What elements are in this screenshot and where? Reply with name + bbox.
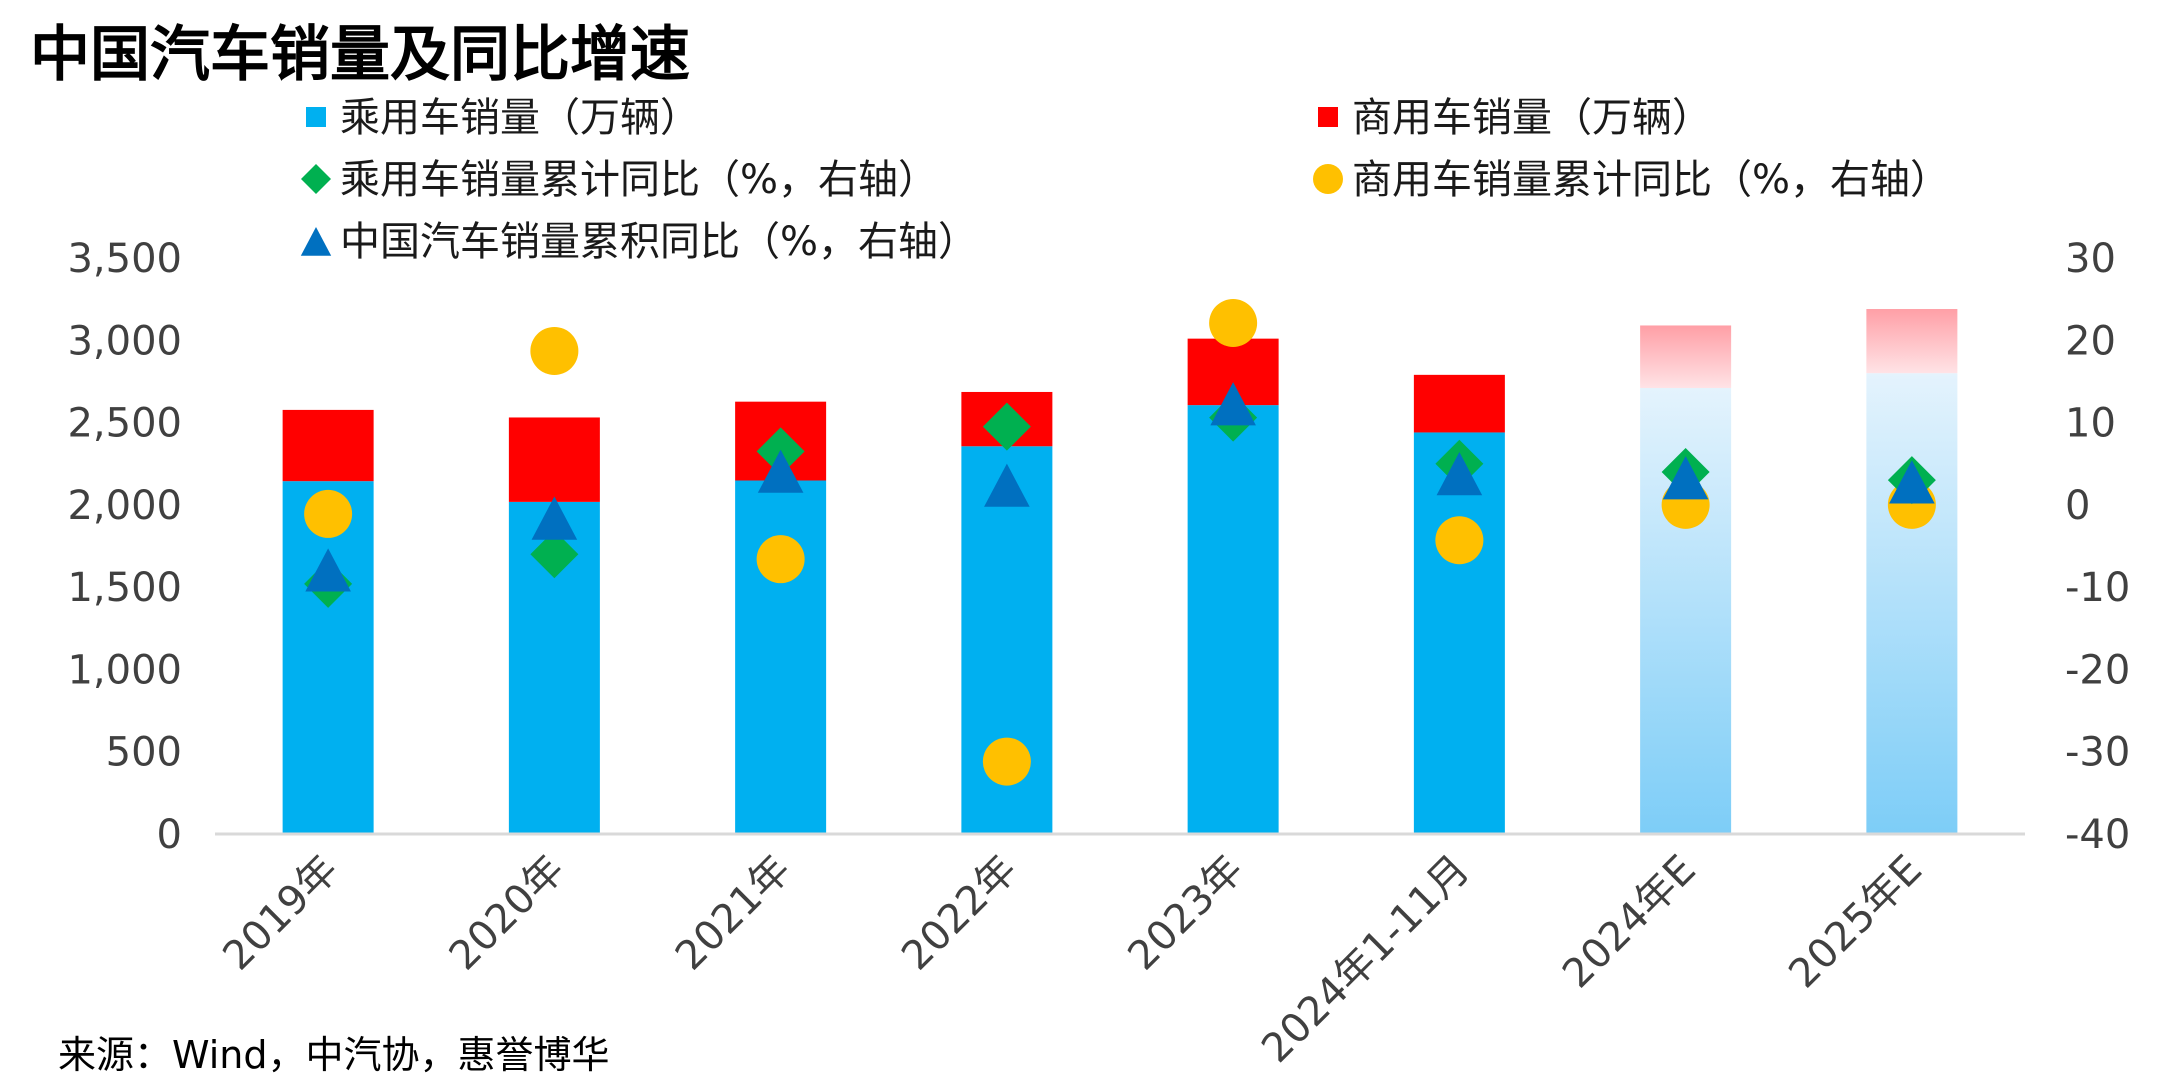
- marker-commercial-yoy: [530, 326, 579, 375]
- legend-item: 中国汽车销量累积同比（%，右轴）: [300, 219, 978, 265]
- bar-passenger: [1187, 405, 1279, 834]
- bar-commercial: [282, 409, 374, 482]
- bar-commercial: [508, 417, 600, 502]
- right-tick-label: 0: [2065, 483, 2090, 529]
- source-note: 来源：Wind，中汽协，惠誉博华: [58, 1033, 610, 1077]
- marker-commercial-yoy: [304, 489, 353, 538]
- marker-commercial-yoy: [756, 535, 805, 584]
- marker-commercial-yoy: [1435, 516, 1484, 565]
- markers: [304, 299, 1936, 786]
- x-tick-label: 2019年: [214, 847, 347, 980]
- legend-item: 乘用车销量累计同比（%，右轴）: [301, 157, 938, 203]
- left-tick-label: 3,500: [67, 236, 182, 282]
- x-tick-label: 2024年1-11月: [1253, 847, 1478, 1072]
- right-tick-label: -20: [2065, 647, 2130, 693]
- marker-total-yoy: [984, 463, 1030, 507]
- bar-passenger: [1413, 432, 1505, 834]
- legend-label: 乘用车销量累计同比（%，右轴）: [340, 157, 938, 203]
- bar-passenger: [1866, 373, 1958, 834]
- legend-item: 商用车销量（万辆）: [1318, 95, 1712, 141]
- bars: [282, 309, 1958, 834]
- bar-commercial: [1640, 325, 1732, 389]
- bar-passenger: [282, 481, 374, 834]
- marker-total-yoy: [1210, 382, 1256, 426]
- bar-passenger: [735, 480, 827, 834]
- left-tick-label: 1,000: [67, 647, 182, 693]
- right-tick-label: -40: [2065, 812, 2130, 858]
- marker-total-yoy: [531, 496, 578, 540]
- x-tick-label: 2020年: [441, 847, 574, 980]
- x-tick-label: 2024年E: [1554, 847, 1705, 998]
- legend-diamond-icon: [301, 164, 331, 194]
- legend-label: 乘用车销量（万辆）: [340, 95, 700, 141]
- left-tick-label: 2,000: [67, 483, 182, 529]
- left-tick-label: 500: [106, 730, 182, 776]
- left-tick-label: 2,500: [67, 401, 182, 447]
- left-tick-label: 1,500: [67, 565, 182, 611]
- left-tick-label: 3,000: [67, 318, 182, 364]
- right-tick-label: 10: [2065, 401, 2116, 447]
- marker-commercial-yoy: [982, 737, 1031, 786]
- x-tick-label: 2021年: [667, 847, 800, 980]
- marker-passenger-yoy: [530, 530, 579, 579]
- right-tick-label: -30: [2065, 730, 2130, 776]
- marker-total-yoy: [1889, 460, 1935, 504]
- right-tick-label: -10: [2065, 565, 2130, 611]
- legend-item: 商用车销量累计同比（%，右轴）: [1313, 157, 1950, 203]
- marker-total-yoy: [1436, 452, 1483, 496]
- legend-circle-icon: [1313, 164, 1343, 194]
- x-tick-label: 2025年E: [1780, 847, 1931, 998]
- x-tick-label: 2023年: [1119, 847, 1252, 980]
- legend-item: 乘用车销量（万辆）: [306, 95, 700, 141]
- chart-title: 中国汽车销量及同比增速: [30, 20, 690, 90]
- marker-total-yoy: [1662, 456, 1709, 500]
- legend-square-icon: [306, 107, 326, 127]
- marker-total-yoy: [305, 548, 351, 592]
- bar-commercial: [1866, 309, 1958, 374]
- right-axis: -40 -30 -20 -10 0 10 20 30: [2065, 236, 2130, 858]
- x-tick-label: 2022年: [893, 847, 1026, 980]
- right-tick-label: 30: [2065, 236, 2116, 282]
- left-axis: 0 500 1,000 1,500 2,000 2,500 3,000 3,500: [67, 236, 182, 858]
- legend: 乘用车销量（万辆） 商用车销量（万辆） 乘用车销量累计同比（%，右轴） 商用车销量累计…: [300, 95, 1950, 265]
- left-tick-label: 0: [157, 812, 182, 858]
- legend-label: 商用车销量累计同比（%，右轴）: [1352, 157, 1950, 203]
- marker-commercial-yoy: [1209, 299, 1258, 348]
- marker-passenger-yoy: [982, 402, 1031, 451]
- legend-square-icon: [1318, 107, 1338, 127]
- legend-label: 中国汽车销量累积同比（%，右轴）: [340, 219, 978, 265]
- marker-total-yoy: [757, 449, 804, 493]
- legend-label: 商用车销量（万辆）: [1352, 95, 1712, 141]
- bar-commercial: [1413, 374, 1505, 433]
- right-tick-label: 20: [2065, 318, 2116, 364]
- legend-triangle-icon: [300, 227, 332, 256]
